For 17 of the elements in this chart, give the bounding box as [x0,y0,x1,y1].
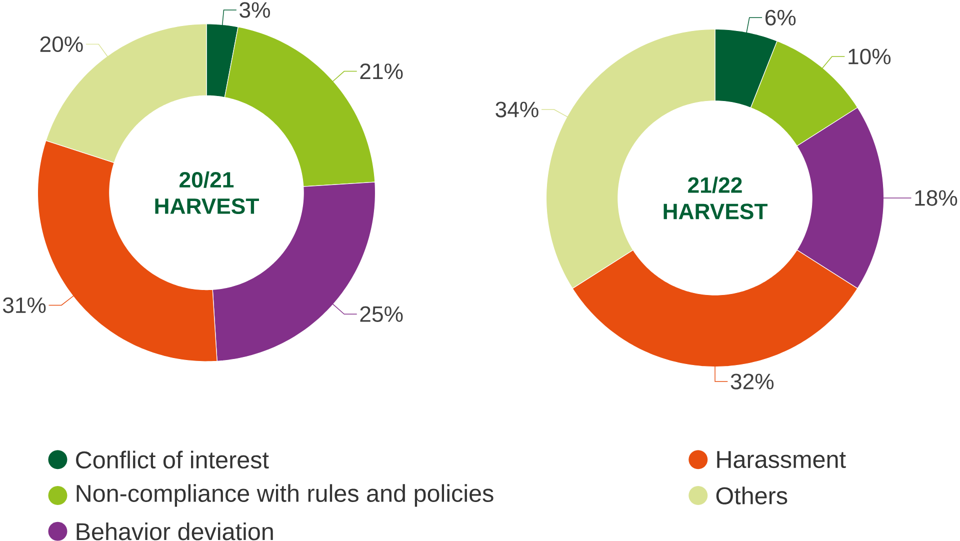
legend-label: Others [716,486,788,504]
data-label: 3% [240,2,270,18]
data-label: 18% [915,190,958,206]
legend-label: Non-compliance with rules and policies [76,484,494,507]
legend-label: Harassment [717,451,846,468]
data-label: 32% [730,374,774,390]
text: 21/22 HARVEST [664,176,768,220]
data-label: 20% [40,36,83,52]
data-label: 31% [2,297,46,314]
data-label: 34% [496,102,538,118]
text: 20/21 HARVEST [155,171,259,214]
data-label: 6% [766,10,796,26]
data-label: 25% [360,306,403,322]
data-label: 21% [360,64,403,80]
legend-label: Behavior deviation [76,522,273,540]
legend-label: Conflict of interest [76,450,269,469]
data-label: 10% [848,48,891,64]
